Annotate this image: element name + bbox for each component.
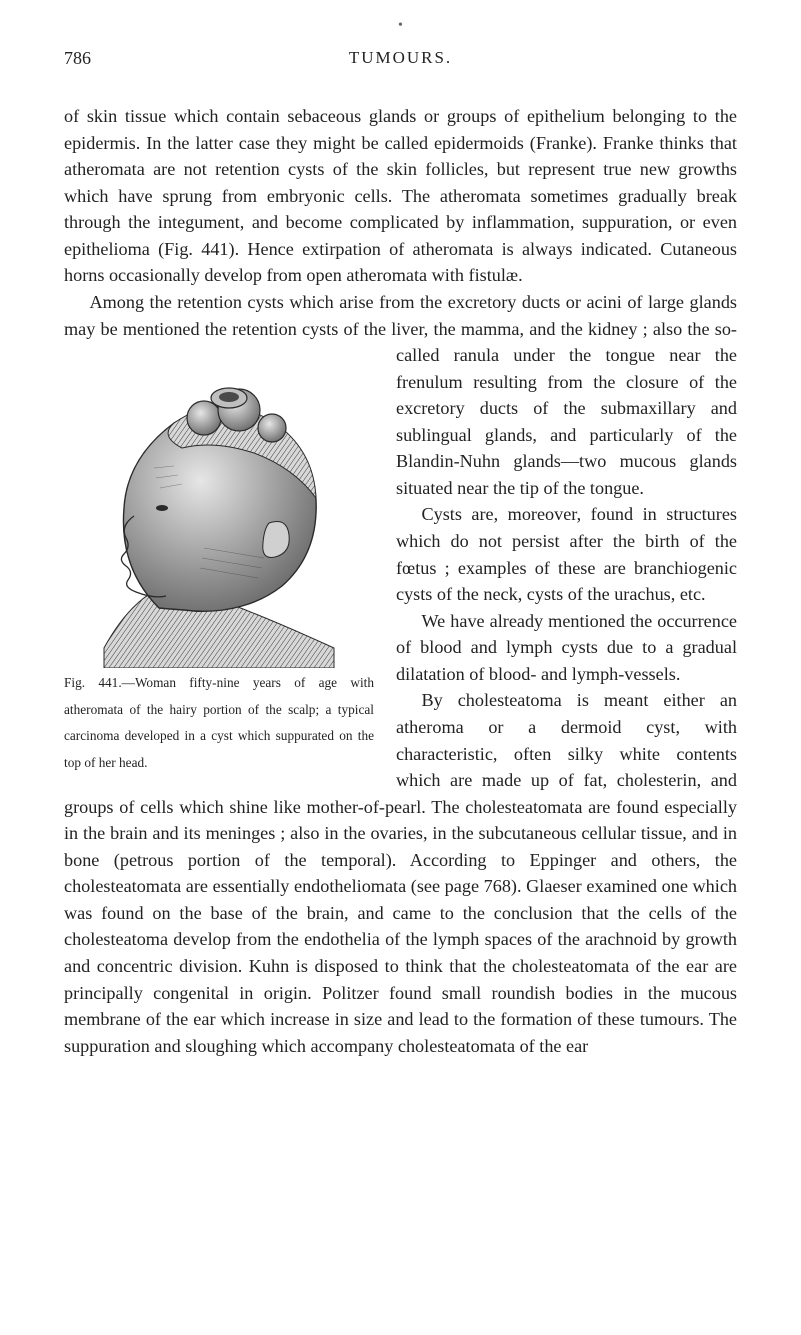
page-number: 786 <box>64 48 91 69</box>
figure-441-image <box>64 348 364 668</box>
paragraph-1: of skin tissue which contain sebaceous g… <box>64 103 737 289</box>
figure-441: Fig. 441.—Woman fifty-nine years of age … <box>64 348 374 774</box>
document-page: • 786 TUMOURS. of skin tissue which cont… <box>0 0 801 1335</box>
paragraph-2-wrap: the mamma, and the kidney ; also the so-… <box>396 319 737 498</box>
page-header: 786 TUMOURS. <box>64 48 737 69</box>
paragraph-2: Among the retention cysts which arise fr… <box>64 289 737 502</box>
page-top-mark: • <box>398 18 403 34</box>
running-title: TUMOURS. <box>349 48 452 68</box>
body-text: of skin tissue which contain sebaceous g… <box>64 103 737 1059</box>
figure-441-caption: Fig. 441.—Woman fifty-nine years of age … <box>64 675 374 770</box>
